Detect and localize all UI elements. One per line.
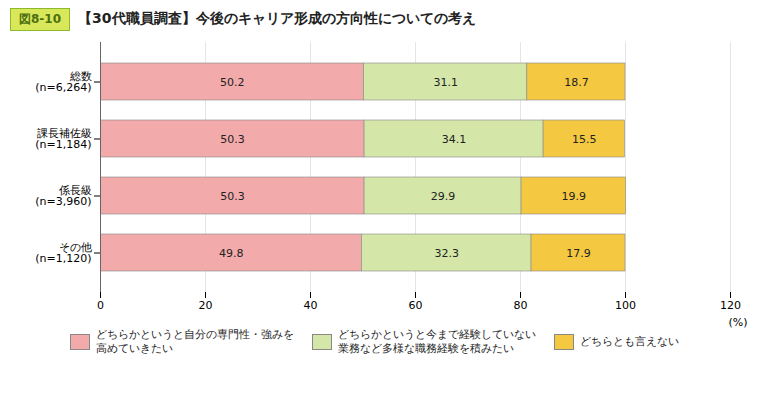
svg-text:49.8: 49.8 (219, 247, 244, 260)
svg-text:15.5: 15.5 (572, 133, 597, 146)
html-text:どちらかというと自分の専門性・強みを 高めていきたい: どちらかというと自分の専門性・強みを 高めていきたい (96, 328, 294, 355)
svg-text:19.9: 19.9 (562, 190, 587, 203)
svg-text:18.7: 18.7 (564, 76, 589, 89)
svg-text:40: 40 (304, 299, 318, 312)
svg-text:34.1: 34.1 (442, 133, 467, 146)
svg-text:29.9: 29.9 (431, 190, 456, 203)
svg-text:50.2: 50.2 (220, 76, 245, 89)
svg-text:50.3: 50.3 (220, 190, 245, 203)
html-text:図8-10: 図8-10 (19, 11, 61, 26)
html-text:どちらかというと今まで経験していない 業務など多様な職務経験: どちらかというと今まで経験していない 業務など多様な職務経験を積みたい (338, 328, 536, 355)
svg-text:20: 20 (199, 299, 213, 312)
svg-text:その他(n=1,120): その他(n=1,120) (35, 241, 91, 265)
svg-text:120: 120 (720, 299, 741, 312)
html-text:【30代職員調査】今後のキャリア形成の方向性についての考え: 【30代職員調査】今後のキャリア形成の方向性についての考え (78, 10, 476, 26)
svg-text:(%): (%) (728, 316, 747, 329)
svg-text:総数(n=6,264): 総数(n=6,264) (35, 70, 91, 94)
svg-text:0: 0 (97, 299, 104, 312)
html-text:どちらとも言えない: どちらとも言えない (580, 334, 679, 348)
svg-text:課長補佐級(n=1,184): 課長補佐級(n=1,184) (35, 127, 91, 151)
svg-text:17.9: 17.9 (566, 247, 591, 260)
svg-text:60: 60 (409, 299, 423, 312)
svg-text:係長級(n=3,960): 係長級(n=3,960) (35, 184, 91, 208)
svg-text:31.1: 31.1 (433, 76, 458, 89)
svg-text:80: 80 (514, 299, 528, 312)
svg-text:50.3: 50.3 (220, 133, 245, 146)
svg-text:100: 100 (615, 299, 636, 312)
svg-text:32.3: 32.3 (434, 247, 459, 260)
